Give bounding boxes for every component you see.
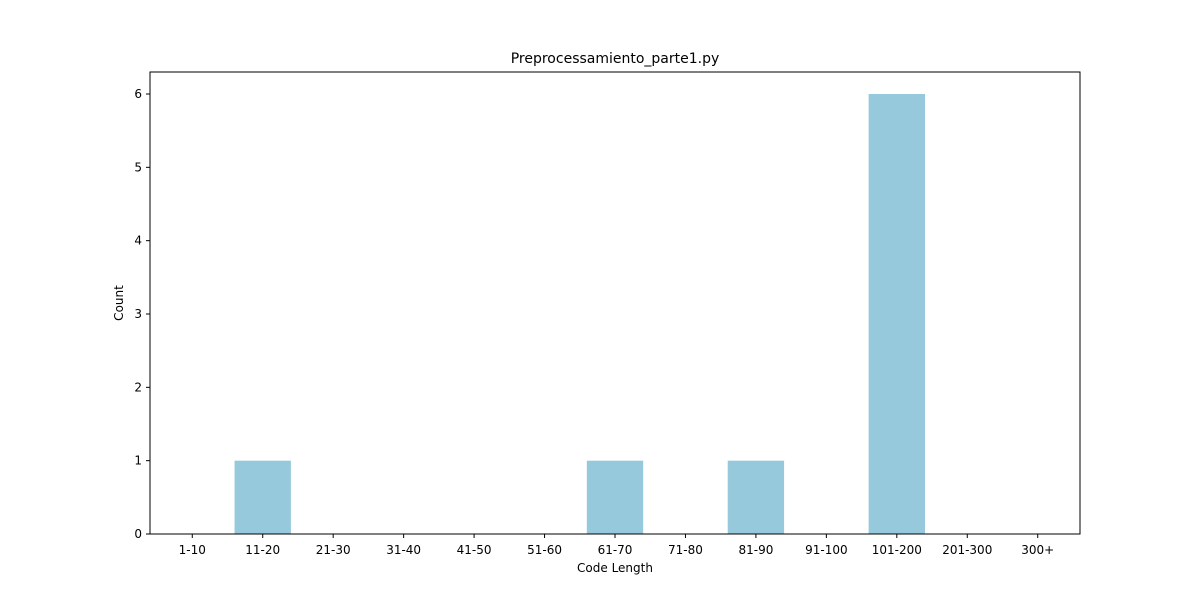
x-tick-label: 51-60 (527, 543, 562, 557)
x-tick-label: 11-20 (245, 543, 280, 557)
x-tick-label: 1-10 (179, 543, 206, 557)
y-tick-label: 2 (134, 380, 142, 394)
x-tick-label: 21-30 (316, 543, 351, 557)
y-tick-label: 4 (134, 234, 142, 248)
x-tick-label: 300+ (1021, 543, 1054, 557)
y-tick-label: 1 (134, 454, 142, 468)
y-ticks-group: 0 1 2 3 4 5 6 (134, 87, 150, 541)
bar-101-200 (868, 94, 925, 534)
bar-81-90 (727, 460, 785, 534)
y-axis-title: Count (112, 285, 126, 321)
y-tick-label: 5 (134, 160, 142, 174)
y-tick-label: 0 (134, 527, 142, 541)
y-tick-label: 3 (134, 307, 142, 321)
x-tick-label: 71-80 (668, 543, 703, 557)
x-tick-label: 81-90 (738, 543, 773, 557)
x-tick-label: 201-300 (942, 543, 992, 557)
x-tick-label: 31-40 (386, 543, 421, 557)
x-tick-label: 41-50 (457, 543, 492, 557)
chart-title: Preprocessamiento_parte1.py (511, 51, 720, 67)
x-axis-title: Code Length (577, 561, 653, 575)
bar-61-70 (586, 460, 644, 534)
bar-11-20 (234, 460, 291, 534)
x-tick-label: 91-100 (805, 543, 848, 557)
bars-group (234, 94, 925, 534)
x-tick-label: 61-70 (598, 543, 633, 557)
plot-area-frame (149, 71, 1081, 535)
x-tick-label: 101-200 (872, 543, 922, 557)
y-tick-label: 6 (134, 87, 142, 101)
x-ticks-group: 1-10 11-20 21-30 31-40 41-50 51-60 61-70 71-80 8… (179, 534, 1054, 557)
